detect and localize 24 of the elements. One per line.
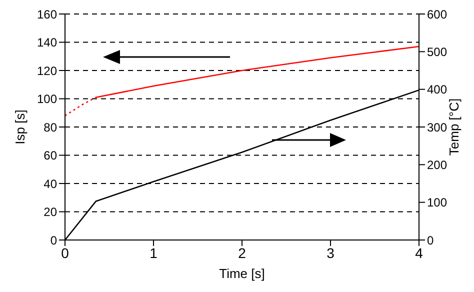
- y2-axis-title: Temp [°C]: [446, 98, 462, 156]
- y2-tick-label: 600: [427, 7, 448, 22]
- y-tick-label: 160: [36, 7, 58, 22]
- y2-tick-label: 100: [427, 196, 448, 210]
- y2-tick-label: 400: [427, 82, 448, 97]
- y2-tick-label: 300: [427, 120, 448, 134]
- y2-tick-label: 200: [427, 158, 448, 172]
- y-tick-label: 40: [44, 176, 58, 191]
- x-tick-label: 4: [415, 244, 424, 261]
- y2-tick-label: 0: [427, 233, 434, 248]
- y-tick-label: 60: [44, 148, 58, 163]
- y-tick-label: 140: [36, 36, 58, 50]
- y-axis-title: Isp [s]: [12, 110, 28, 144]
- y-tick-label: 100: [36, 92, 58, 106]
- x-tick-label: 3: [326, 244, 335, 261]
- y-tick-label: 120: [36, 64, 58, 78]
- x-tick-label: 2: [238, 244, 246, 261]
- y-tick-label: 0: [50, 233, 58, 248]
- y2-tick-label: 500: [427, 44, 448, 59]
- x-tick-label: 1: [150, 244, 158, 261]
- y-tick-label: 80: [44, 120, 58, 134]
- x-tick-label: 0: [61, 244, 70, 261]
- y-tick-label: 20: [44, 205, 58, 220]
- x-axis-title: Time [s]: [219, 266, 265, 281]
